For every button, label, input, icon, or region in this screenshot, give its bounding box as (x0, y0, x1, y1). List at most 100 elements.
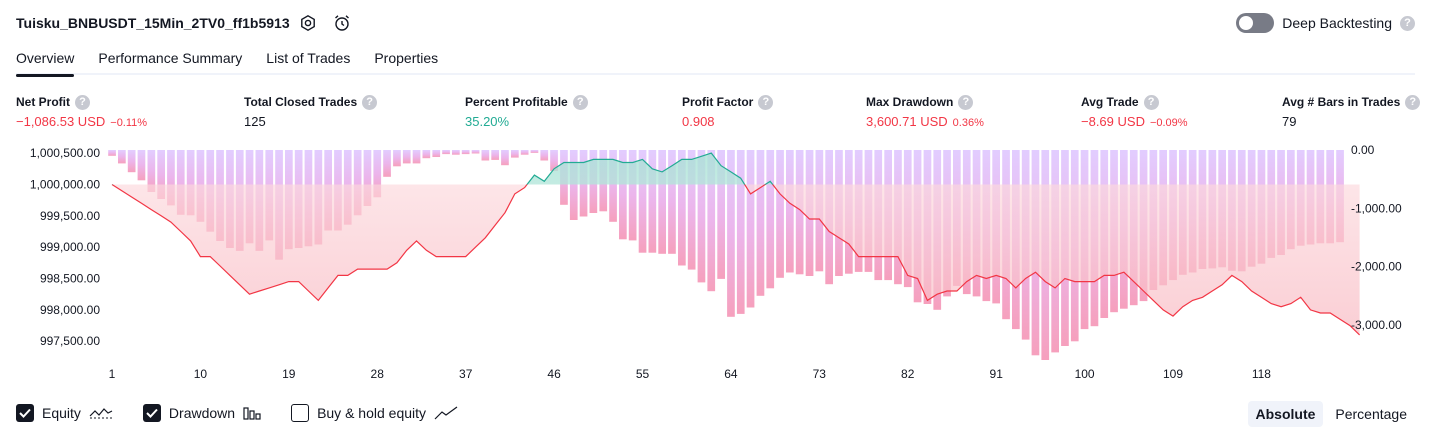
left-axis-tick: 997,500.00 (40, 334, 100, 348)
left-axis-tick: 998,000.00 (40, 303, 100, 317)
drawdown-bar (550, 150, 558, 171)
drawdown-bar (678, 150, 686, 266)
x-axis-tick: 100 (1075, 367, 1095, 381)
metric-value: 125 (244, 114, 266, 129)
equity-loss-area (112, 184, 1360, 335)
drawdown-bar (432, 150, 441, 157)
drawdown-bar (452, 150, 460, 155)
metric-label: Net Profit (16, 95, 70, 109)
tab-overview[interactable]: Overview (16, 47, 75, 77)
drawdown-bar (727, 150, 735, 317)
metric-percent: −0.09% (1149, 117, 1188, 129)
legend-drawdown[interactable]: Drawdown (142, 404, 261, 422)
metric-value: 3,600.71 USD (866, 114, 948, 129)
drawdown-bar (638, 150, 647, 253)
drawdown-bar (147, 150, 156, 192)
metric-total-closed-trades: Total Closed Trades? 125 (244, 94, 378, 130)
metric-net-profit: Net Profit? −1,086.53 USD −0.11% (16, 94, 147, 130)
alarm-clock-icon[interactable] (331, 12, 353, 34)
drawdown-bar (520, 150, 529, 155)
drawdown-bar (137, 150, 146, 181)
equity-gain-area (527, 153, 773, 185)
metric-value: 35.20% (465, 114, 510, 129)
left-axis-tick: 1,000,000.00 (30, 178, 100, 192)
strategy-title: Tuisku_BNBUSDT_15Min_2TV0_ff1b5913 (16, 15, 290, 31)
drawdown-bar (511, 150, 519, 158)
percentage-button[interactable]: Percentage (1335, 406, 1407, 422)
drawdown-bar (373, 150, 382, 198)
drawdown-bar (569, 150, 578, 220)
help-icon[interactable]: ? (1400, 15, 1415, 31)
right-axis-tick: 0.00 (1351, 143, 1375, 157)
metric-profit-factor: Profit Factor? 0.908 (682, 94, 774, 130)
drawdown-bar (157, 150, 165, 199)
metric-value: 79 (1282, 114, 1297, 129)
legend-equity[interactable]: Equity (16, 404, 113, 422)
info-icon[interactable]: ? (958, 94, 974, 110)
metric-value: −8.69 USD (1081, 114, 1145, 129)
deep-backtesting-control: Deep Backtesting ? (1236, 13, 1415, 33)
metric-value: −1,086.53 USD (16, 114, 106, 129)
drawdown-bar (648, 150, 657, 253)
info-icon[interactable]: ? (572, 94, 588, 110)
info-icon[interactable]: ? (1405, 94, 1421, 110)
x-axis-tick: 1 (109, 367, 116, 381)
x-axis-tick: 10 (194, 367, 208, 381)
absolute-button[interactable]: Absolute (1247, 401, 1324, 427)
equity-line-below (111, 184, 1361, 336)
drawdown-bar (481, 150, 490, 161)
left-axis-tick: 999,000.00 (40, 240, 100, 254)
drawdown-bar (393, 150, 401, 167)
info-icon[interactable]: ? (758, 94, 774, 110)
buy-hold-label: Buy & hold equity (317, 405, 427, 421)
x-axis-tick: 109 (1163, 367, 1183, 381)
drawdown-checkbox[interactable] (142, 404, 161, 422)
equity-label: Equity (42, 405, 81, 421)
drawdown-bar (353, 150, 362, 216)
drawdown-bar (628, 150, 637, 241)
drawdown-bar (766, 150, 775, 289)
drawdown-bar (491, 150, 499, 160)
info-icon[interactable]: ? (75, 94, 90, 110)
x-axis-tick: 19 (282, 367, 296, 381)
drawdown-bar (108, 150, 116, 156)
metric-avg-bars-in-trades: Avg # Bars in Trades? 79 (1282, 94, 1421, 130)
drawdown-bar (412, 150, 421, 164)
x-axis-tick: 73 (813, 367, 827, 381)
drawdown-bar (786, 150, 794, 273)
drawdown-bar (668, 150, 676, 254)
buy-hold-checkbox[interactable] (291, 404, 310, 422)
equity-checkbox[interactable] (16, 404, 34, 422)
metric-label: Avg # Bars in Trades (1282, 95, 1401, 109)
report-tabs: Overview Performance Summary List of Tra… (16, 47, 1415, 77)
drawdown-bars-icon (243, 407, 261, 420)
equity-drawdown-chart[interactable]: 1,000,500.00 1,000,000.00 999,500.00 999,00… (0, 140, 1431, 390)
drawdown-bar (186, 150, 195, 216)
drawdown-bar (167, 150, 175, 206)
right-axis-tick: -2,000.00 (1351, 260, 1402, 274)
tab-performance-summary[interactable]: Performance Summary (98, 50, 243, 66)
drawdown-bar (501, 150, 509, 166)
legend-buy-hold-equity[interactable]: Buy & hold equity (291, 404, 458, 422)
drawdown-bar (176, 150, 185, 215)
info-icon[interactable]: ? (1143, 94, 1159, 110)
x-axis-tick: 28 (371, 367, 385, 381)
strategy-header: Tuisku_BNBUSDT_15Min_2TV0_ff1b5913 Deep … (0, 0, 1431, 46)
metric-percent: 0.36% (952, 117, 984, 129)
tab-properties[interactable]: Properties (374, 50, 439, 66)
drawdown-label: Drawdown (168, 405, 236, 421)
metric-label: Avg Trade (1081, 95, 1139, 109)
info-icon[interactable]: ? (362, 94, 378, 110)
metric-value: 0.908 (682, 114, 715, 129)
x-axis-tick: 118 (1252, 367, 1271, 381)
tab-list-of-trades[interactable]: List of Trades (266, 50, 351, 66)
drawdown-bar (746, 150, 755, 308)
drawdown-bar (707, 150, 716, 292)
x-axis-tick: 64 (724, 367, 738, 381)
x-axis-tick: 91 (990, 367, 1004, 381)
drawdown-bar (658, 150, 666, 254)
settings-gear-icon[interactable] (297, 12, 319, 34)
x-axis-tick: 82 (901, 367, 915, 381)
drawdown-bar (530, 150, 539, 153)
deep-backtesting-toggle[interactable] (1236, 13, 1275, 33)
